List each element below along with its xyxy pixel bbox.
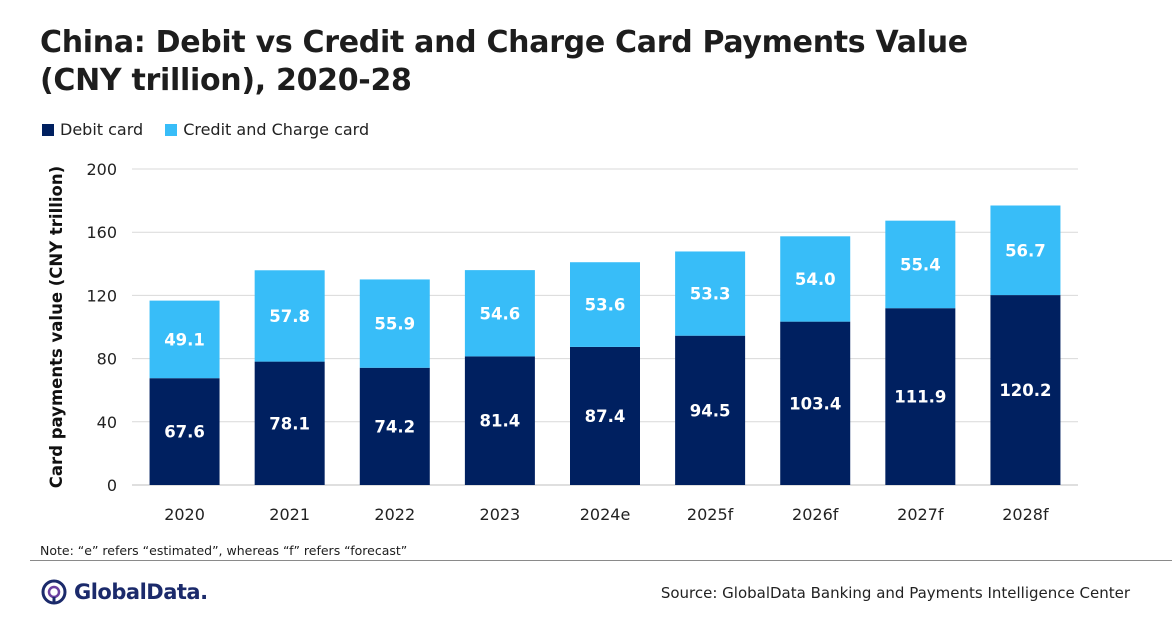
data-label-debit: 78.1 (269, 414, 310, 433)
data-label-credit: 53.3 (690, 285, 731, 304)
globaldata-mark-icon (41, 579, 67, 605)
data-label-debit: 111.9 (894, 388, 946, 407)
source-text: Source: GlobalData Banking and Payments … (660, 584, 1130, 602)
stacked-bar-chart: 0 40 80 120 160 200 Card payments value (CNY t… (47, 160, 1078, 524)
footer-divider (30, 560, 1172, 561)
y-axis-title: Card payments value (CNY trillion) (47, 166, 66, 488)
data-label-credit: 55.9 (374, 315, 415, 334)
bar-credit-2024e (570, 262, 640, 347)
data-label-credit: 54.6 (480, 304, 521, 323)
globaldata-logo: GlobalData. (40, 578, 208, 606)
data-label-credit: 57.8 (269, 307, 310, 326)
data-label-debit: 67.6 (164, 423, 205, 442)
data-label-credit: 53.6 (585, 296, 626, 315)
legend-swatch-debit (42, 123, 54, 136)
bar-credit-2021 (254, 270, 325, 362)
bar-credit-2026f (780, 236, 851, 322)
data-label-debit: 120.2 (999, 381, 1051, 400)
bar-credit-2023 (464, 270, 535, 357)
x-tick-label: 2027f (897, 505, 944, 524)
data-label-debit: 94.5 (690, 401, 731, 420)
legend-label-credit: Credit and Charge card (183, 120, 370, 139)
y-tick-label: 200 (86, 160, 117, 179)
brand-name: GlobalData. (74, 580, 208, 604)
legend-label-debit: Debit card (60, 120, 144, 139)
bar-debit-2022 (359, 367, 430, 485)
bar-debit-2024e (570, 346, 640, 485)
x-tick-label: 2022 (374, 505, 415, 524)
bar-debit-2026f (780, 321, 851, 485)
y-tick-label: 120 (86, 286, 117, 305)
footnote: Note: “e” refers “estimated”, whereas “f… (40, 543, 408, 558)
x-tick-label: 2021 (269, 505, 310, 524)
x-tick-label: 2025f (687, 505, 734, 524)
legend-item-credit: Credit and Charge card (165, 120, 369, 139)
y-tick-label: 40 (97, 413, 117, 432)
bar-credit-2027f (885, 220, 956, 309)
x-tick-label: 2024e (580, 505, 631, 524)
bar-credit-2020 (149, 300, 220, 379)
y-tick-label: 160 (86, 223, 117, 242)
bar-credit-2025f (675, 251, 746, 336)
chart-title: China: Debit vs Credit and Charge Card P… (40, 24, 1140, 100)
bar-credit-2028f (990, 205, 1061, 296)
x-tick-label: 2028f (1002, 505, 1049, 524)
x-tick-label: 2020 (164, 505, 205, 524)
bar-debit-2023 (464, 356, 535, 485)
x-tick-label: 2023 (480, 505, 521, 524)
y-tick-label: 0 (107, 476, 117, 495)
legend: Debit card Credit and Charge card (42, 120, 369, 139)
data-label-credit: 56.7 (1005, 241, 1046, 260)
bar-debit-2028f (990, 295, 1061, 485)
data-label-debit: 81.4 (480, 412, 521, 431)
legend-swatch-credit (165, 123, 178, 136)
bar-debit-2020 (149, 378, 220, 485)
chart-title-line-1: China: Debit vs Credit and Charge Card P… (40, 25, 968, 60)
legend-item-debit: Debit card (42, 120, 143, 139)
bar-credit-2022 (359, 279, 430, 368)
data-label-credit: 55.4 (900, 255, 941, 274)
bar-debit-2021 (254, 361, 325, 485)
data-label-debit: 74.2 (374, 417, 415, 436)
chart-title-line-2: (CNY trillion), 2020-28 (40, 63, 412, 98)
x-tick-label: 2026f (792, 505, 839, 524)
data-label-credit: 49.1 (164, 330, 205, 349)
bar-debit-2025f (675, 335, 746, 485)
data-label-credit: 54.0 (795, 270, 836, 289)
data-label-debit: 103.4 (789, 394, 841, 413)
bar-debit-2027f (885, 308, 956, 485)
data-label-debit: 87.4 (585, 407, 626, 426)
y-tick-label: 80 (97, 350, 117, 369)
